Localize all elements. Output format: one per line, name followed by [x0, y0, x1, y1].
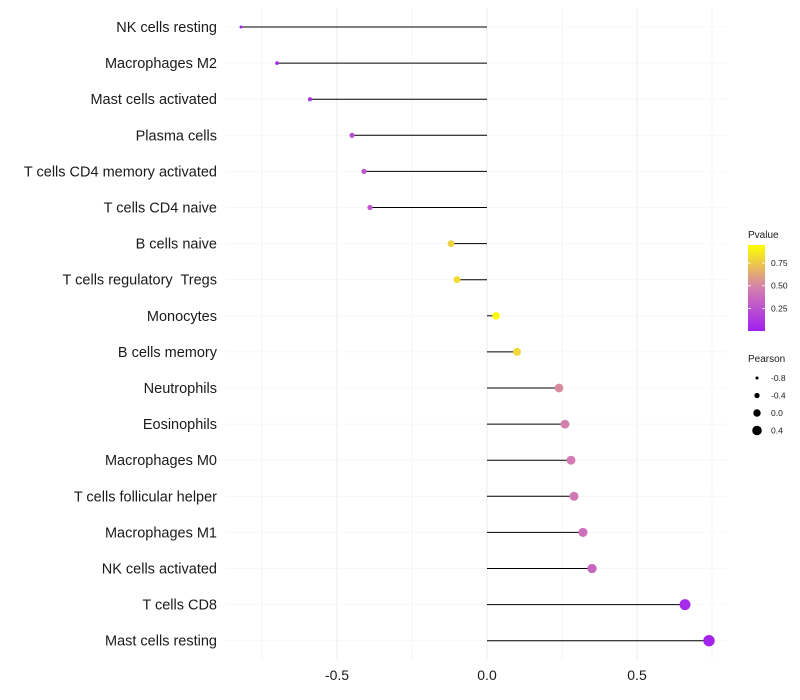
y-tick-label: Macrophages M1: [105, 525, 217, 541]
x-tick-label: 0.0: [477, 667, 497, 683]
point: [679, 599, 691, 611]
point: [703, 635, 715, 647]
x-tick-label: 0.5: [627, 667, 647, 683]
y-tick-label: T cells follicular helper: [74, 489, 217, 505]
x-axis-ticks: -0.5 0.0 0.5: [325, 667, 647, 683]
size-legend-label: 0.0: [771, 408, 783, 418]
point: [554, 383, 564, 393]
colorbar-tick-label: 0.75: [771, 258, 788, 268]
pearson-legend-title: Pearson: [748, 354, 785, 365]
points: [239, 25, 715, 647]
point: [569, 491, 579, 501]
y-tick-label: B cells memory: [118, 345, 218, 361]
y-tick-label: T cells CD8: [142, 598, 217, 614]
point: [453, 276, 461, 284]
y-tick-label: NK cells activated: [102, 562, 217, 578]
size-legend-label: -0.4: [771, 391, 786, 401]
y-tick-label: T cells CD4 memory activated: [24, 164, 217, 180]
size-legend-key: [755, 376, 759, 380]
y-tick-label: T cells CD4 naive: [104, 201, 217, 217]
size-legend-label: -0.8: [771, 373, 786, 383]
y-axis-labels: NK cells resting Macrophages M2 Mast cells…: [24, 20, 218, 650]
stems: [241, 26, 709, 642]
grid-lines: [225, 8, 727, 660]
point: [367, 204, 373, 211]
colorbar-tick-label: 0.25: [771, 303, 788, 313]
point: [361, 168, 367, 175]
point: [566, 455, 576, 465]
size-legend-key: [754, 392, 760, 399]
point: [578, 527, 588, 537]
point: [513, 347, 521, 356]
y-tick-label: Macrophages M2: [105, 56, 217, 72]
y-tick-label: Eosinophils: [143, 417, 217, 433]
y-tick-label: NK cells resting: [116, 20, 217, 36]
y-tick-label: Mast cells activated: [90, 92, 217, 108]
point: [492, 312, 500, 320]
colorbar-tick-label: 0.50: [771, 281, 788, 291]
y-tick-label: B cells naive: [136, 237, 217, 253]
y-tick-label: Plasma cells: [136, 128, 217, 144]
y-tick-label: T cells regulatory Tregs: [63, 273, 217, 289]
pvalue-colorbar: [748, 245, 765, 331]
y-tick-label: Neutrophils: [144, 381, 217, 397]
pvalue-legend: Pvalue 0.75 0.50 0.25: [748, 230, 788, 331]
size-legend-key: [752, 425, 762, 436]
pearson-legend: Pearson -0.8 -0.4 0.0 0.4: [748, 354, 786, 436]
y-tick-label: Mast cells resting: [105, 634, 217, 650]
point: [560, 419, 570, 429]
size-legend-label: 0.4: [771, 426, 783, 436]
point: [349, 132, 355, 138]
point: [447, 240, 455, 247]
x-tick-label: -0.5: [325, 667, 349, 683]
point: [307, 97, 313, 102]
y-tick-label: Macrophages M0: [105, 453, 217, 469]
point: [275, 61, 279, 65]
point: [587, 563, 597, 574]
size-legend-key: [753, 409, 761, 417]
pvalue-legend-title: Pvalue: [748, 230, 779, 241]
y-tick-label: Monocytes: [147, 309, 217, 325]
point: [239, 25, 243, 29]
